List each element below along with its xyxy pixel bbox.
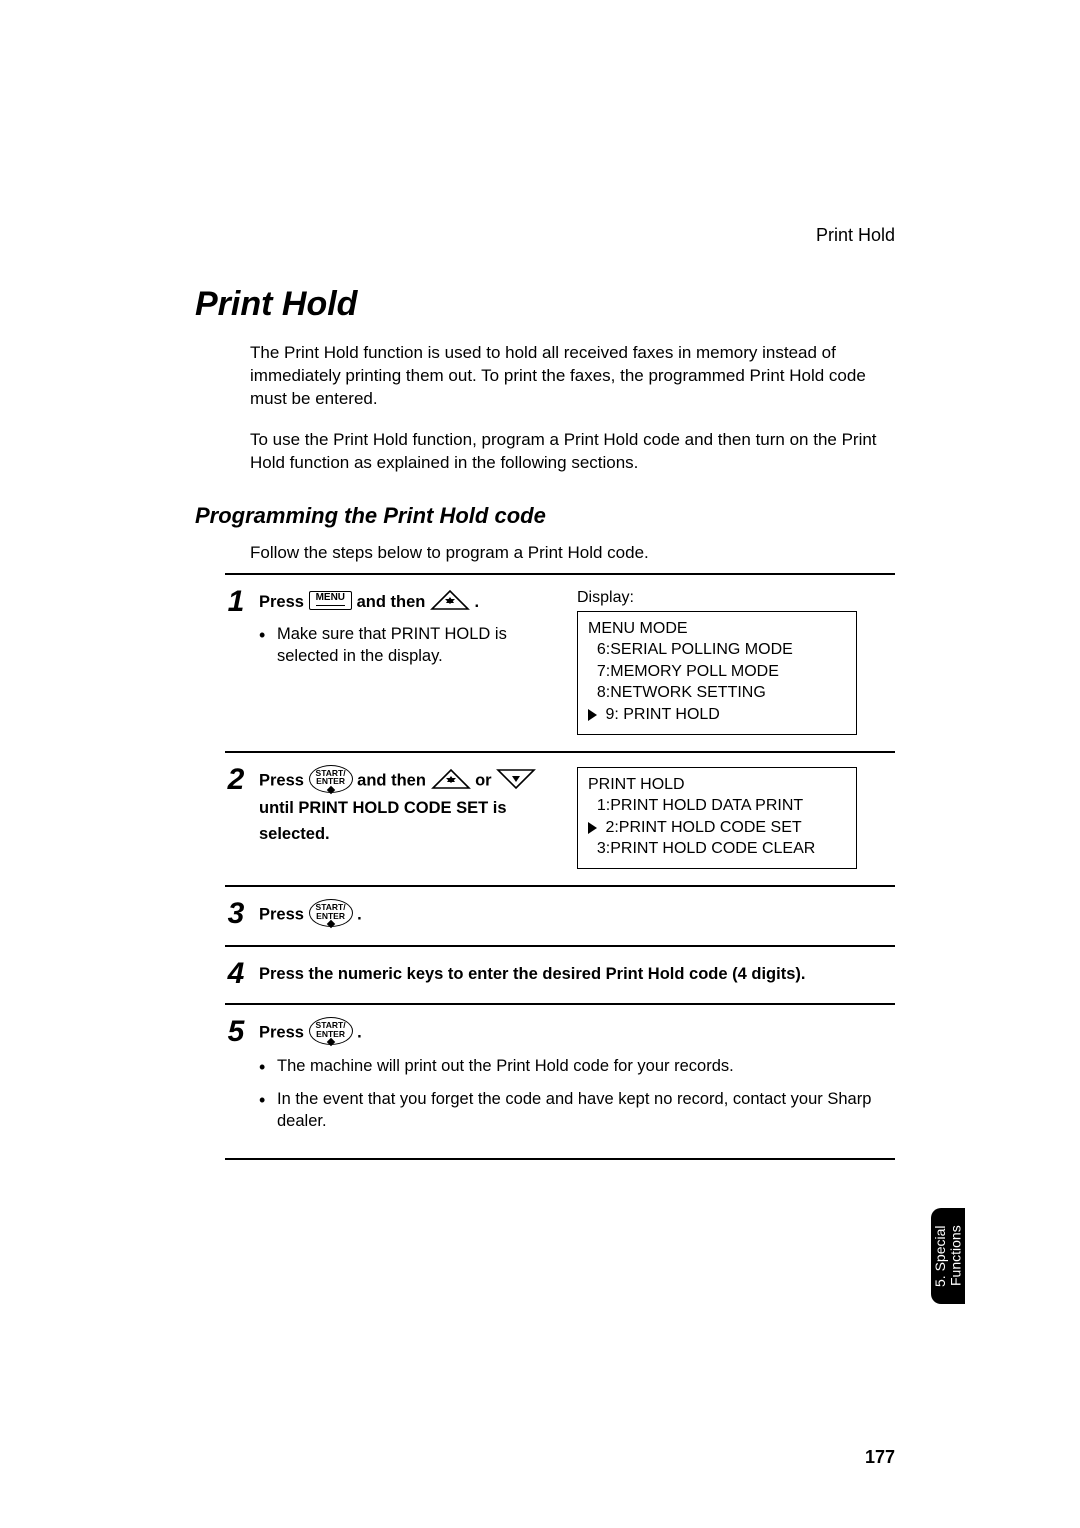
follow-text: Follow the steps below to program a Prin… [250, 543, 895, 563]
screen-line: 8:NETWORK SETTING [588, 682, 846, 704]
display-label: Display: [577, 589, 895, 607]
step-4: 4 Press the numeric keys to enter the de… [225, 945, 895, 1003]
section-subhead: Programming the Print Hold code [195, 503, 895, 529]
page-content: Print Hold Print Hold The Print Hold fun… [195, 225, 895, 1160]
page-number: 177 [865, 1447, 895, 1468]
step-5-bullet-1: The machine will print out the Print Hol… [259, 1055, 895, 1077]
cursor-triangle-icon [588, 822, 597, 834]
display-screen-2: PRINT HOLD 1:PRINT HOLD DATA PRINT 2:PRI… [577, 767, 857, 869]
press-label: Press [259, 593, 304, 611]
step-1-instruction: Press MENU and then . [259, 589, 559, 615]
cursor-triangle-icon [588, 709, 597, 721]
step-2-tail: until PRINT HOLD CODE SET is selected. [259, 799, 507, 843]
step-number: 5 [221, 1015, 251, 1049]
and-then-label: and then [357, 771, 430, 789]
step-5-instruction: Press START/ ENTER . [259, 1019, 895, 1047]
press-label: Press [259, 905, 304, 923]
press-label: Press [259, 771, 304, 789]
step-5: 5 Press START/ ENTER . The machine will … [225, 1003, 895, 1160]
and-then-label: and then [357, 593, 430, 611]
step-5-bullet-2: In the event that you forget the code an… [259, 1088, 895, 1133]
intro-paragraph-1: The Print Hold function is used to hold … [250, 342, 895, 411]
diamond-icon [326, 1038, 334, 1046]
step-number: 2 [221, 763, 251, 797]
or-label: or [475, 771, 496, 789]
step-number: 1 [221, 585, 251, 619]
start-enter-key-icon: START/ ENTER [309, 899, 353, 927]
screen-line: 6:SERIAL POLLING MODE [588, 639, 846, 661]
step-1: 1 Press MENU and then . Make sure that P… [225, 573, 895, 751]
step-4-instruction: Press the numeric keys to enter the desi… [259, 961, 895, 987]
display-screen-1: MENU MODE 6:SERIAL POLLING MODE 7:MEMORY… [577, 611, 857, 735]
running-head: Print Hold [816, 225, 895, 246]
step-3: 3 Press START/ ENTER . [225, 885, 895, 945]
step-1-bullet: Make sure that PRINT HOLD is selected in… [259, 623, 559, 668]
start-enter-key-icon: START/ ENTER [309, 1017, 353, 1045]
up-arrow-key-icon [430, 589, 470, 611]
chapter-tab: 5. Special Functions [931, 1208, 965, 1304]
screen-line: 1:PRINT HOLD DATA PRINT [588, 795, 846, 817]
down-arrow-key-icon [496, 768, 536, 790]
step-3-instruction: Press START/ ENTER . [259, 901, 895, 929]
steps-list: 1 Press MENU and then . Make sure that P… [225, 573, 895, 1161]
screen-line: 7:MEMORY POLL MODE [588, 661, 846, 683]
screen-line: 2:PRINT HOLD CODE SET [588, 817, 846, 839]
tab-line-1: 5. Special [932, 1225, 948, 1286]
period: . [475, 593, 480, 611]
screen-line: 9: PRINT HOLD [588, 704, 846, 726]
intro-paragraph-2: To use the Print Hold function, program … [250, 429, 895, 475]
diamond-icon [326, 785, 334, 793]
page-title: Print Hold [195, 285, 895, 324]
step-2: 2 Press START/ ENTER and then [225, 751, 895, 885]
screen-line: MENU MODE [588, 618, 846, 640]
screen-line: 3:PRINT HOLD CODE CLEAR [588, 838, 846, 860]
intro-block: The Print Hold function is used to hold … [250, 342, 895, 475]
screen-line-text: 9: PRINT HOLD [601, 706, 720, 723]
screen-line-text: 2:PRINT HOLD CODE SET [601, 819, 802, 836]
period: . [357, 905, 362, 923]
diamond-icon [326, 920, 334, 928]
press-label: Press [259, 1024, 304, 1042]
period: . [357, 1024, 362, 1042]
tab-line-2: Functions [947, 1225, 963, 1286]
step-number: 4 [221, 957, 251, 991]
menu-key-icon: MENU [309, 591, 352, 610]
step-number: 3 [221, 897, 251, 931]
step-2-instruction: Press START/ ENTER and then or [259, 767, 559, 848]
start-enter-key-icon: START/ ENTER [309, 765, 353, 793]
screen-line: PRINT HOLD [588, 774, 846, 796]
up-arrow-key-icon [431, 768, 471, 790]
